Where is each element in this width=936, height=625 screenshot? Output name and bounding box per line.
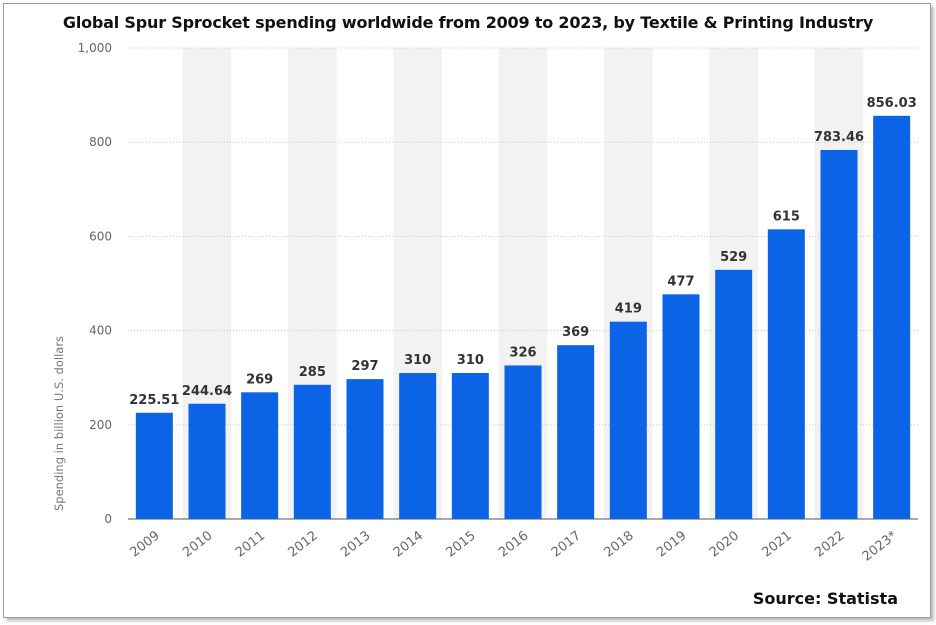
source-note: Source: Statista	[752, 589, 898, 608]
y-tick-label: 1,000	[78, 41, 112, 55]
bar	[715, 269, 753, 519]
x-tick-label: 2010	[180, 528, 215, 560]
y-tick-label: 400	[89, 324, 112, 338]
y-axis-label: Spending in billion U.S. dollars	[52, 336, 66, 511]
x-tick-label: 2017	[549, 528, 584, 560]
x-tick-label: 2012	[285, 528, 320, 560]
bar	[293, 384, 331, 519]
x-tick-label: 2011	[233, 528, 268, 560]
bar	[399, 372, 437, 519]
x-tick-label: 2013	[338, 528, 373, 560]
bar	[767, 229, 805, 519]
bar	[504, 365, 542, 519]
x-tick-label: 2022	[812, 528, 847, 560]
x-tick-label: 2023*	[860, 528, 901, 564]
y-tick-label: 0	[104, 512, 112, 526]
x-tick-label: 2020	[707, 528, 742, 560]
bar	[188, 403, 226, 519]
y-tick-label: 800	[89, 135, 112, 149]
bar	[135, 412, 173, 519]
x-tick-label: 2016	[496, 528, 531, 560]
data-label: 326	[509, 345, 536, 360]
bar	[609, 321, 647, 519]
data-label: 297	[351, 359, 378, 374]
data-label: 225.51	[129, 393, 179, 408]
bar	[662, 294, 700, 519]
x-tick-label: 2009	[127, 528, 162, 560]
data-label: 615	[773, 209, 800, 224]
data-label: 285	[299, 365, 326, 380]
data-label: 369	[562, 325, 589, 340]
data-label: 856.03	[867, 96, 917, 111]
bar	[451, 372, 489, 519]
chart-title: Global Spur Sprocket spending worldwide …	[62, 13, 874, 32]
bar	[346, 379, 384, 519]
data-label: 244.64	[182, 384, 232, 399]
bar	[557, 345, 595, 519]
y-tick-label: 600	[89, 229, 112, 243]
x-tick-label: 2014	[391, 528, 426, 560]
x-tick-label: 2019	[654, 528, 689, 560]
bar	[241, 392, 279, 519]
data-label: 310	[404, 353, 431, 368]
data-label: 310	[457, 353, 484, 368]
data-label: 419	[615, 302, 642, 317]
data-label: 783.46	[814, 130, 864, 145]
data-label: 477	[667, 274, 694, 289]
bar	[820, 149, 858, 519]
x-tick-label: 2021	[759, 528, 794, 560]
data-label: 269	[246, 372, 273, 387]
x-tick-label: 2015	[443, 528, 478, 560]
bar	[873, 115, 911, 519]
y-tick-label: 200	[89, 418, 112, 432]
data-label: 529	[720, 250, 747, 265]
x-tick-label: 2018	[601, 528, 636, 560]
